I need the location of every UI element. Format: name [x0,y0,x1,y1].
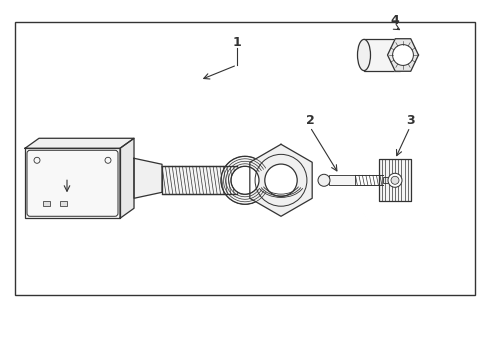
Polygon shape [134,158,162,198]
Ellipse shape [358,39,370,71]
Bar [43,201,50,206]
Text: 4: 4 [391,13,399,27]
Bar [379,159,411,201]
Bar [15,22,475,295]
Bar [364,39,400,71]
Text: 1: 1 [233,36,242,49]
Circle shape [388,173,402,187]
Bar [60,201,67,206]
Circle shape [231,166,259,194]
Polygon shape [388,39,418,71]
Circle shape [392,45,414,66]
Bar [162,166,237,194]
Polygon shape [120,138,134,218]
Text: 2: 2 [306,113,315,126]
Circle shape [221,156,269,204]
Circle shape [318,174,330,186]
Bar [25,148,120,218]
Text: 3: 3 [406,113,415,126]
Bar [329,175,355,185]
Circle shape [265,164,297,197]
Polygon shape [250,144,312,216]
Polygon shape [25,138,134,148]
Bar [383,177,392,183]
Circle shape [391,176,399,184]
